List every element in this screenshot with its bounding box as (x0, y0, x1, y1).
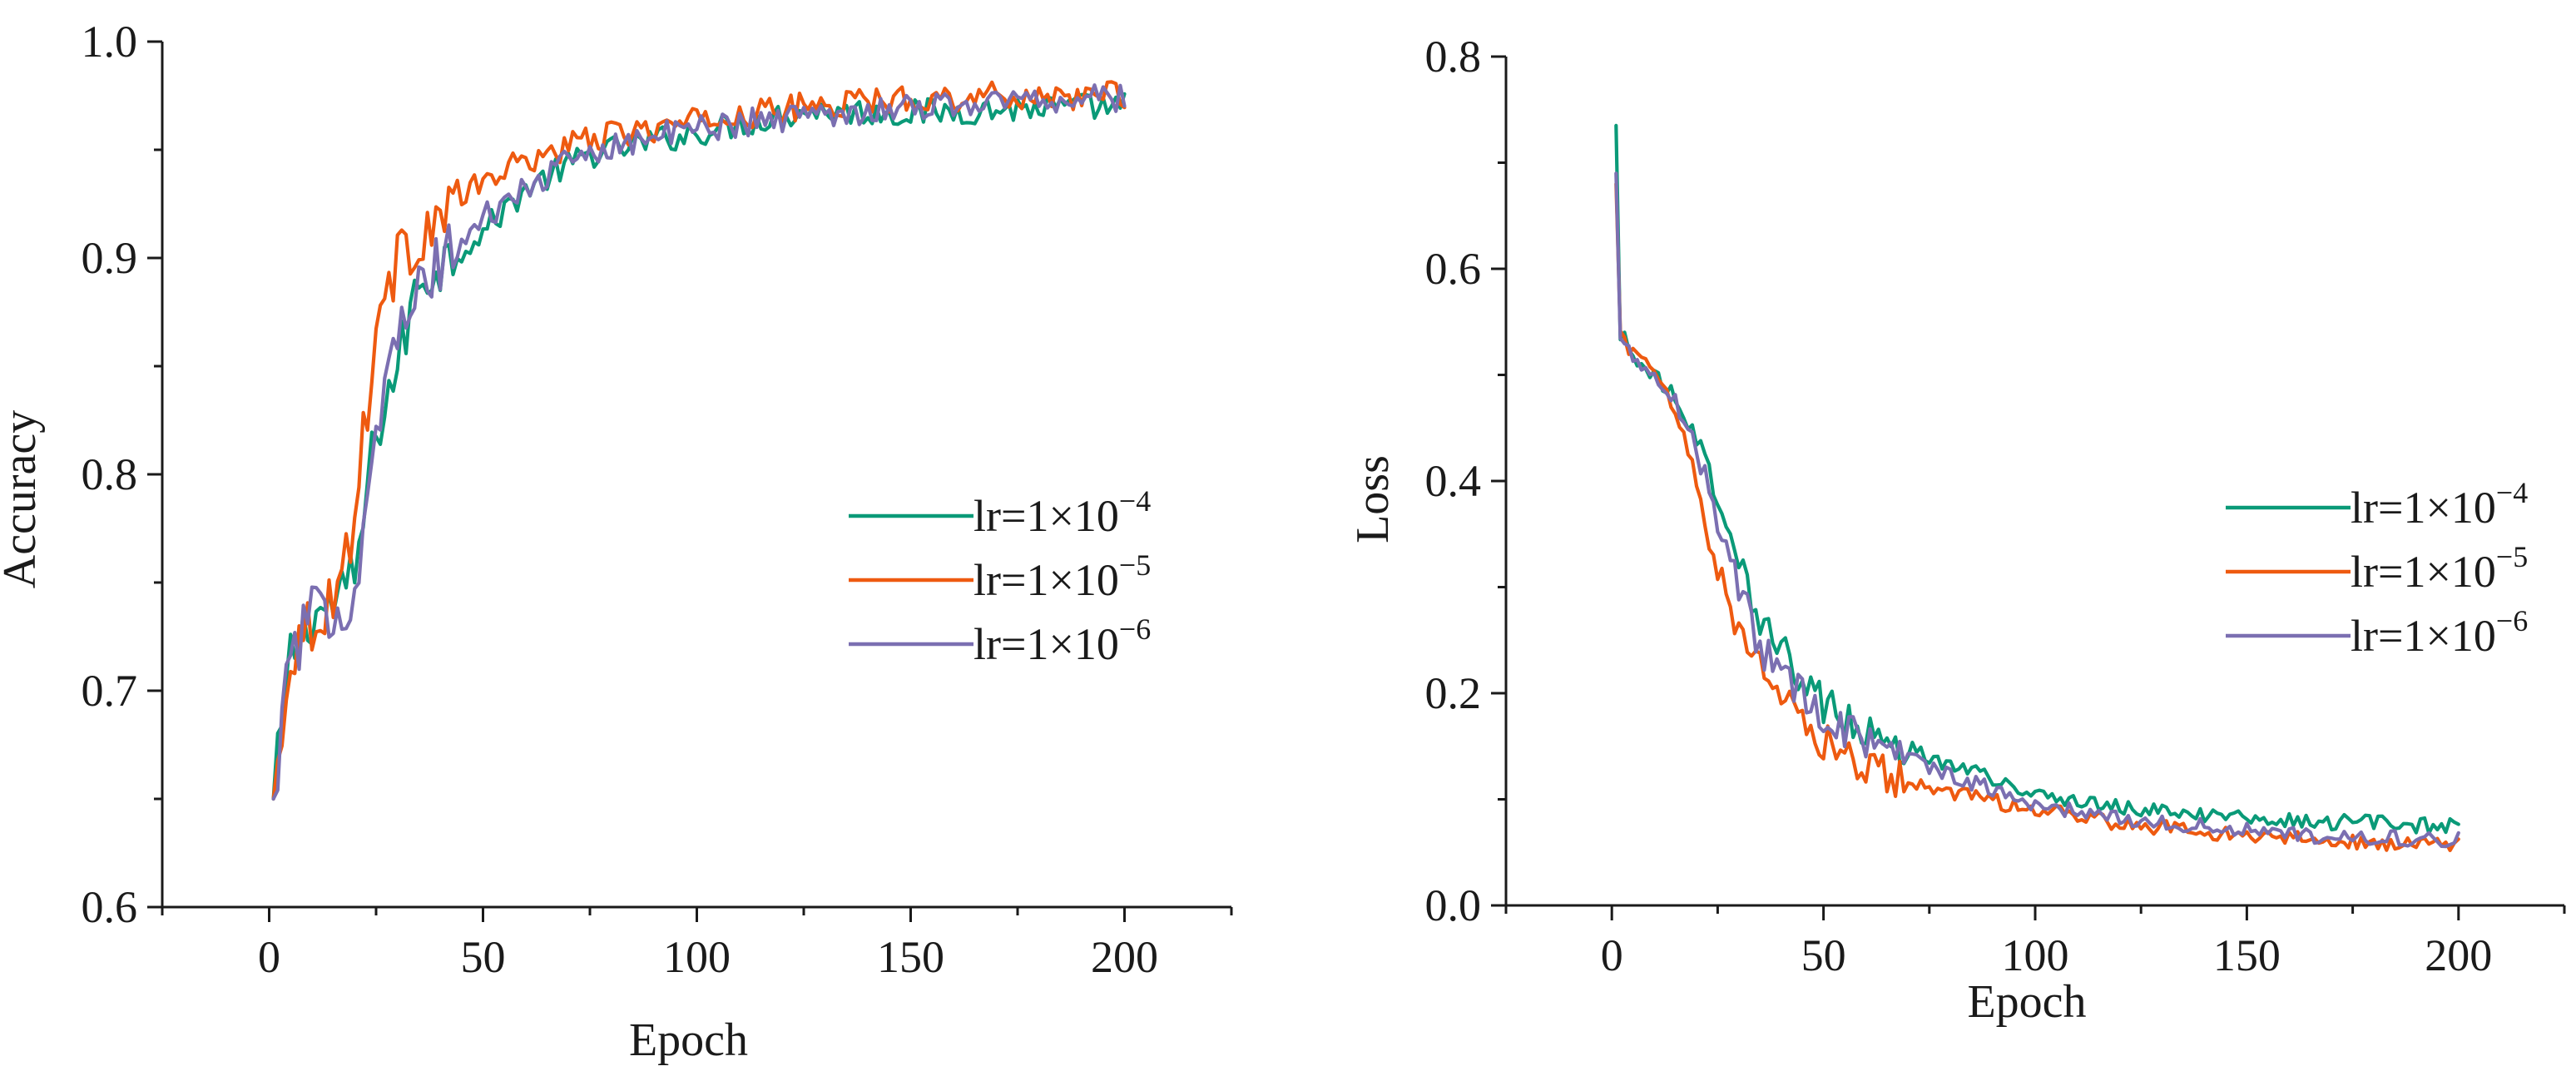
legend-label: lr=1×10−6 (973, 612, 1151, 669)
loss-chart: 0 50 100 150 200 0.0 0.2 0.4 0.6 0.8 Epoch Loss lr=1… (1347, 32, 2566, 1028)
legend-label-base: lr=1×10 (2351, 611, 2496, 661)
y-tick-label: 0.6 (1425, 244, 1482, 294)
x-tick-label: 50 (1801, 930, 1846, 980)
legend-label: lr=1×10−5 (2351, 540, 2528, 597)
y-tick-label: 0.6 (82, 882, 138, 932)
legend-label-base: lr=1×10 (2351, 483, 2496, 533)
legend-label-base: lr=1×10 (973, 619, 1119, 669)
legend-label: lr=1×10−4 (973, 484, 1151, 541)
y-tick-label: 0.0 (1425, 880, 1482, 930)
legend-label-exponent: −4 (2496, 476, 2528, 509)
y-axis-title: Accuracy (0, 410, 46, 589)
y-tick-label: 0.7 (82, 666, 138, 716)
x-tick-label: 0 (1601, 930, 1623, 980)
legend-label: lr=1×10−6 (2351, 604, 2528, 661)
series-line-5 (1614, 181, 2460, 853)
y-tick-label: 1.0 (82, 17, 138, 67)
legend-label-exponent: −4 (1119, 484, 1151, 518)
series-line-4 (271, 92, 1127, 801)
x-axis-title: Epoch (629, 1014, 748, 1066)
x-tick-label: 0 (258, 932, 280, 982)
x-tick-label: 150 (2213, 930, 2281, 980)
x-tick-label: 100 (2002, 930, 2069, 980)
x-tick-label: 100 (663, 932, 731, 982)
y-tick-label: 0.4 (1425, 456, 1482, 506)
legend-label: lr=1×10−4 (2351, 476, 2528, 533)
legend-label-base: lr=1×10 (973, 491, 1119, 541)
x-axis-title: Epoch (1967, 976, 2086, 1028)
series-line-5 (271, 80, 1127, 801)
y-tick-label: 0.8 (82, 449, 138, 499)
legend-label-exponent: −5 (1119, 548, 1151, 582)
x-tick-label: 50 (461, 932, 506, 982)
legend-label: lr=1×10−5 (973, 548, 1151, 605)
legend-label-base: lr=1×10 (2351, 547, 2496, 597)
series-line-6 (1614, 171, 2460, 849)
legend-label-exponent: −5 (2496, 540, 2528, 573)
x-tick-label: 200 (1091, 932, 1158, 982)
legend-label-base: lr=1×10 (973, 555, 1119, 605)
accuracy-chart: 0 50 100 150 200 0.6 0.7 0.8 0.9 1.0 Epoch Accuracy… (0, 17, 1233, 1066)
x-tick-label: 200 (2425, 930, 2492, 980)
legend-label-exponent: −6 (1119, 612, 1151, 646)
y-tick-label: 0.8 (1425, 32, 1482, 82)
series-line-4 (1614, 123, 2460, 836)
x-tick-label: 150 (877, 932, 944, 982)
y-axis-title: Loss (1347, 455, 1399, 543)
y-tick-label: 0.2 (1425, 668, 1482, 718)
y-tick-label: 0.9 (82, 233, 138, 283)
series-line-6 (271, 83, 1127, 801)
legend-label-exponent: −6 (2496, 604, 2528, 637)
